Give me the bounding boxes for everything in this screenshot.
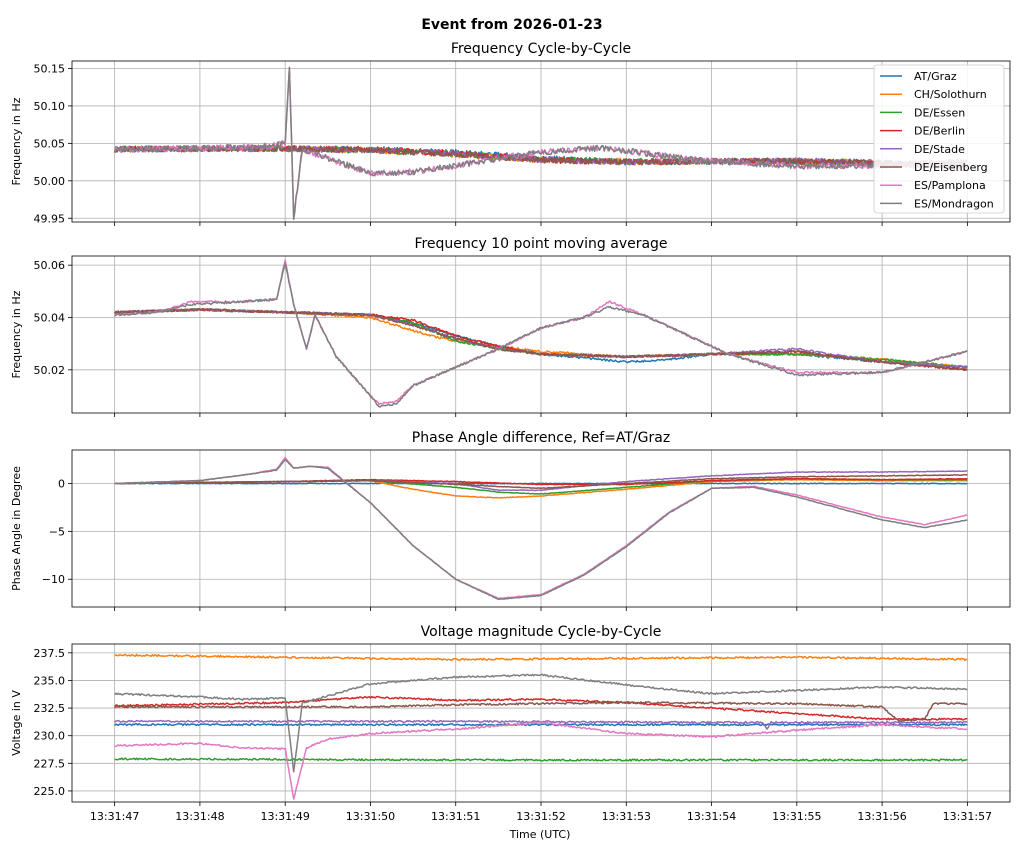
y-tick-label: 225.0 (34, 785, 66, 798)
y-tick-label: 50.15 (34, 62, 66, 75)
axes-frame (71, 449, 1011, 608)
y-tick-label: 50.04 (34, 311, 66, 324)
axes-frame (71, 255, 1011, 414)
y-tick-label: 50.05 (34, 137, 66, 150)
x-tick-label: 13:31:49 (260, 810, 309, 823)
y-tick-label: 232.5 (34, 702, 66, 715)
panel-title: Voltage magnitude Cycle-by-Cycle (421, 624, 662, 640)
panel-3: Phase Angle difference, Ref=AT/Graz 0 −5 −1… (10, 430, 1011, 611)
legend-label-es-pamplona: ES/Pamplona (914, 179, 986, 192)
y-tick-label: 50.00 (34, 175, 66, 188)
series-line-de-eisenberg (113, 307, 968, 372)
y-axis-label: Frequency in Hz (10, 290, 23, 378)
figure-suptitle: Event from 2026-01-23 (421, 17, 602, 33)
x-tick-label: 13:31:52 (516, 810, 565, 823)
axes-frame (71, 643, 1011, 803)
y-axis-label: Voltage in V (10, 690, 23, 756)
panel-title: Phase Angle difference, Ref=AT/Graz (412, 430, 670, 446)
y-tick-label: 230.0 (34, 730, 66, 743)
panel-1: Frequency Cycle-by-Cycle 49.95 50.00 50.05 5… (10, 41, 1011, 226)
series-line-at-graz (114, 482, 968, 485)
legend-label-de-stade: DE/Stade (914, 143, 965, 156)
y-tick-label: 50.06 (34, 259, 66, 272)
x-tick-label: 13:31:55 (772, 810, 821, 823)
x-tick-label: 13:31:47 (90, 810, 139, 823)
series-line-es-pamplona (114, 720, 968, 800)
legend-label-de-eisenberg: DE/Eisenberg (914, 161, 988, 174)
series-line-es-mondragon (114, 262, 968, 408)
series-group (114, 456, 968, 601)
series-line-de-essen (114, 757, 968, 762)
legend-label-es-mondragon: ES/Mondragon (914, 197, 994, 210)
x-tick-label: 13:31:48 (175, 810, 224, 823)
y-axis-label: Phase Angle in Degree (10, 466, 23, 591)
series-line-es-mondragon (114, 458, 968, 601)
y-tick-label: 49.95 (34, 212, 66, 225)
x-tick-label: 13:31:56 (857, 810, 906, 823)
legend-box (873, 64, 1005, 214)
x-tick-label: 13:31:51 (431, 810, 480, 823)
y-tick-label: 50.10 (34, 100, 66, 113)
x-axis-label: Time (UTC) (509, 828, 571, 841)
legend-label-de-essen: DE/Essen (914, 106, 965, 119)
panel-2: Frequency 10 point moving average 50.02 50… (10, 236, 1011, 417)
y-tick-label: 0 (58, 478, 65, 491)
y-axis-label: Frequency in Hz (10, 97, 23, 185)
series-group (113, 66, 969, 221)
x-tick-label: 13:31:53 (602, 810, 651, 823)
series-group (113, 259, 968, 408)
y-tick-label: −5 (49, 525, 65, 538)
y-tick-label: 237.5 (34, 647, 66, 660)
x-tick-label: 13:31:54 (687, 810, 736, 823)
series-line-at-graz (114, 723, 968, 727)
legend-label-ch-solothurn: CH/Solothurn (914, 88, 987, 101)
legend-label-de-berlin: DE/Berlin (914, 125, 965, 138)
y-tick-label: −10 (42, 573, 65, 586)
panel-4: Voltage magnitude Cycle-by-Cycle 225.0 227… (10, 624, 1011, 823)
series-line-es-mondragon (114, 673, 968, 773)
series-line-de-berlin (114, 695, 968, 721)
x-tick-label: 13:31:50 (346, 810, 395, 823)
y-tick-label: 235.0 (34, 674, 66, 687)
series-line-es-mondragon (113, 66, 968, 221)
y-tick-label: 227.5 (34, 757, 66, 770)
legend: AT/Graz CH/Solothurn DE/Essen DE/Berlin DE/S… (873, 64, 1005, 214)
series-line-de-eisenberg (114, 473, 968, 490)
x-tick-label: 13:31:57 (943, 810, 992, 823)
panel-title: Frequency Cycle-by-Cycle (451, 41, 631, 57)
panel-title: Frequency 10 point moving average (414, 236, 667, 252)
series-line-ch-solothurn (114, 653, 968, 661)
series-line-de-eisenberg (114, 701, 968, 723)
series-group (114, 653, 968, 800)
legend-label-at-graz: AT/Graz (914, 70, 957, 83)
y-tick-label: 50.02 (34, 364, 66, 377)
axes-frame (71, 60, 1011, 223)
